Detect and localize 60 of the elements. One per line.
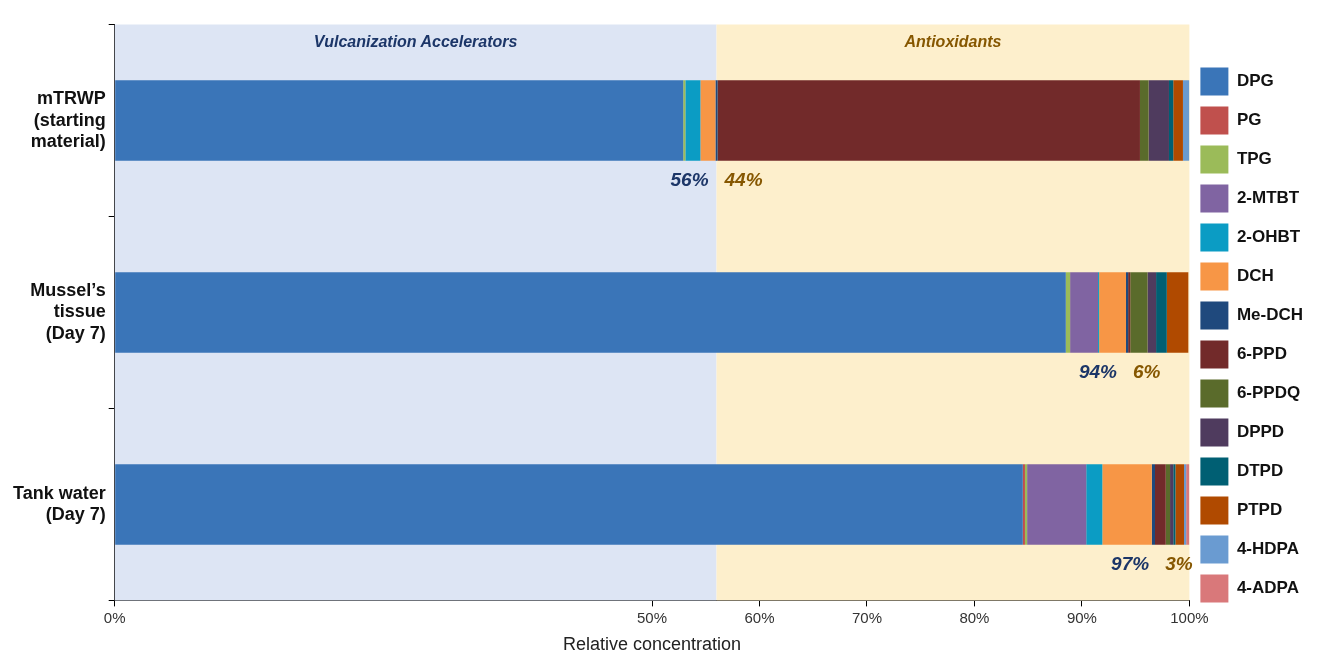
bar (1182, 80, 1190, 161)
bar (1156, 272, 1167, 353)
bar (1070, 272, 1099, 353)
bar (1151, 464, 1155, 545)
legend-label: Me-DCH (1236, 305, 1303, 325)
legend-label: TPG (1236, 149, 1272, 169)
x-tick-label: 70% (851, 608, 882, 626)
bar (1102, 464, 1152, 545)
legend-label: DTPD (1236, 461, 1284, 481)
bar (715, 80, 718, 161)
x-tick-label: 50% (637, 608, 668, 626)
bar (115, 464, 1023, 545)
annotation: 94% (1078, 361, 1118, 383)
annotation: 44% (723, 169, 763, 191)
bar (1168, 80, 1174, 161)
bar (1175, 464, 1185, 545)
bar (115, 80, 684, 161)
x-tick-label: 80% (959, 608, 990, 626)
legend-label: DPPD (1236, 422, 1285, 442)
x-tick-label: 100% (1170, 608, 1209, 626)
annotation: 3% (1165, 552, 1193, 574)
legend-label: 2-MTBT (1236, 188, 1300, 208)
bar (1027, 464, 1087, 545)
bar (1147, 272, 1157, 353)
y-tick-label: Tank water (Day 7) (13, 482, 106, 525)
y-tick-label: mTRWP (starting material) (30, 87, 106, 152)
bar (1099, 272, 1126, 353)
band-label: Antioxidants (903, 33, 1002, 51)
bar (1065, 272, 1071, 353)
bar (1166, 272, 1189, 353)
bar (1165, 464, 1171, 545)
legend-label: 4-ADPA (1236, 578, 1299, 598)
bar (1139, 80, 1149, 161)
x-tick-label: 90% (1066, 608, 1097, 626)
legend-label: 2-OHBT (1236, 227, 1301, 247)
bar (1130, 272, 1148, 353)
annotation: 6% (1132, 361, 1161, 383)
bar (1173, 80, 1183, 161)
band-label: Vulcanization Accelerators (313, 33, 518, 51)
x-tick-label: 0% (103, 608, 126, 626)
legend-label: 4-HDPA (1236, 539, 1299, 559)
bar (700, 80, 716, 161)
bar (1086, 464, 1103, 545)
legend-label: PG (1236, 110, 1262, 130)
annotation: 56% (670, 169, 709, 191)
legend-label: DPG (1236, 71, 1274, 91)
y-tick-label: Mussel’s tissue (Day 7) (30, 279, 106, 344)
x-tick-label: 60% (744, 608, 775, 626)
legend-label: 6-PPD (1236, 344, 1287, 364)
bar (685, 80, 701, 161)
bar (683, 80, 686, 161)
legend-label: 6-PPDQ (1236, 383, 1301, 403)
bar (115, 272, 1066, 353)
bar (1148, 80, 1169, 161)
x-axis-title: Relative concentration (562, 634, 742, 655)
legend-label: DCH (1236, 266, 1274, 286)
bar (717, 80, 1140, 161)
bar (1155, 464, 1166, 545)
legend-label: PTPD (1236, 500, 1283, 520)
annotation: 97% (1111, 552, 1150, 574)
